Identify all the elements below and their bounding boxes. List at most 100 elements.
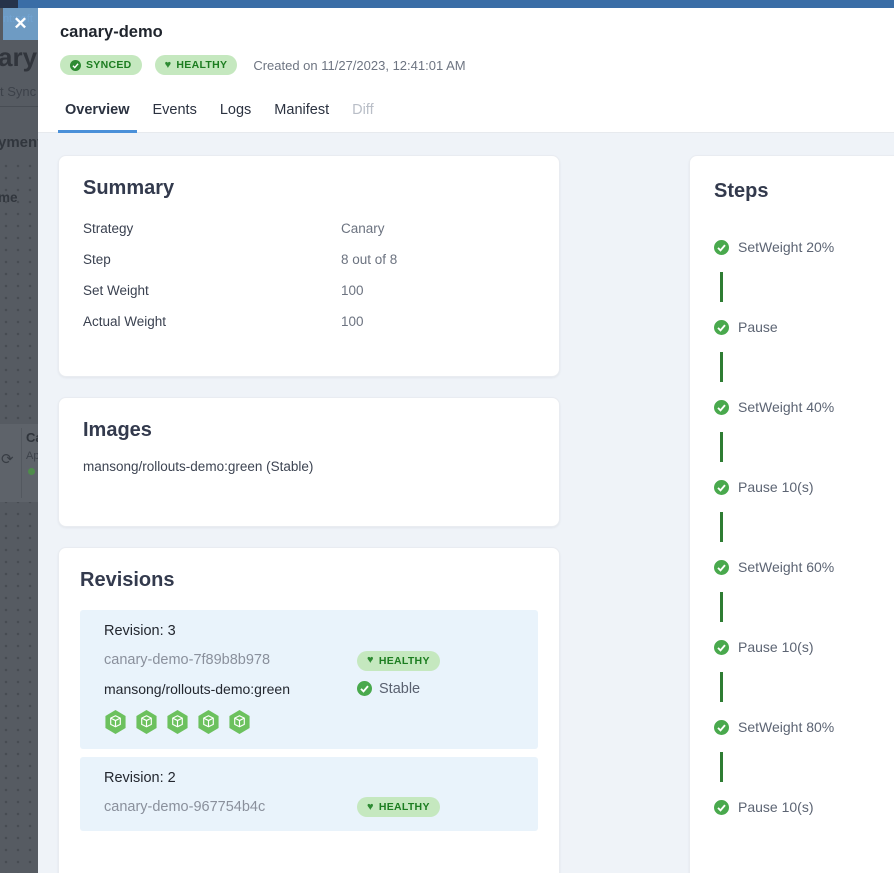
backdrop-card-sub-fragment: Ap (26, 450, 40, 462)
sync-arrows-icon: ⟳ (1, 451, 14, 468)
steps-card: Steps SetWeight 20% (689, 155, 894, 873)
tab[interactable]: Events (146, 96, 204, 132)
step-item: Pause (714, 317, 894, 382)
synced-badge-label: SYNCED (86, 59, 132, 71)
step-label: Pause 10(s) (738, 479, 814, 495)
stable-label: Stable (379, 680, 421, 697)
tab-label: Manifest (274, 102, 330, 118)
summary-rows: Strategy Canary Step 8 out of 8 Set Weig… (83, 213, 535, 337)
summary-row-label: Set Weight (83, 283, 149, 298)
revision-details: canary-demo-7f89b8b978 ♥ HEALTHY mansong… (104, 650, 514, 697)
pod-icon[interactable] (228, 709, 251, 735)
step-row: SetWeight 40% (714, 397, 894, 417)
revision-list: Revision: 3 canary-demo-7f89b8b978 ♥ HEA… (80, 610, 538, 831)
healthy-badge: ♥ HEALTHY (357, 797, 440, 817)
heart-icon: ♥ (367, 800, 374, 813)
step-label: SetWeight 40% (738, 399, 835, 415)
backdrop-sync-text-fragment: t Sync (0, 84, 37, 99)
overview-content: Summary Strategy Canary Step 8 out of 8 (38, 133, 894, 873)
tab[interactable]: Logs (213, 96, 258, 132)
step-success-icon (714, 559, 729, 575)
revision-details: canary-demo-967754b4c ♥ HEALTHY (104, 797, 514, 817)
step-label: Pause 10(s) (738, 639, 814, 655)
tab[interactable]: Diff (345, 96, 381, 132)
tab-bar: Overview Events Logs Manifest Diff (38, 96, 894, 133)
summary-row-value: Canary (341, 221, 385, 236)
top-bar-dimmed-segment (0, 0, 18, 8)
step-connector (720, 272, 723, 302)
replicaset-name: canary-demo-7f89b8b978 (104, 652, 271, 669)
pod-icon[interactable] (135, 709, 158, 735)
step-label: SetWeight 20% (738, 239, 835, 255)
images-card: Images mansong/rollouts-demo:green (Stab… (58, 397, 560, 527)
pod-icon[interactable] (197, 709, 220, 735)
tab-label: Diff (352, 102, 374, 118)
summary-title: Summary (83, 177, 175, 199)
created-timestamp: Created on 11/27/2023, 12:41:01 AM (253, 57, 466, 73)
step-success-icon (714, 799, 729, 815)
summary-row-value: 8 out of 8 (341, 252, 398, 267)
tab[interactable]: Manifest (267, 96, 336, 132)
revision-health: ♥ HEALTHY (357, 650, 514, 671)
synced-badge: SYNCED (60, 55, 142, 75)
step-connector (720, 592, 723, 622)
step-row: SetWeight 20% (714, 237, 894, 257)
summary-card: Summary Strategy Canary Step 8 out of 8 (58, 155, 560, 377)
step-success-icon (714, 479, 729, 495)
images-title: Images (83, 419, 152, 441)
pod-icon[interactable] (166, 709, 189, 735)
healthy-badge-label: HEALTHY (176, 59, 228, 71)
step-connector (720, 512, 723, 542)
step-item: Pause 10(s) (714, 797, 894, 817)
step-success-icon (714, 719, 729, 735)
backdrop-deployment-text-fragment: yment (0, 134, 43, 151)
heart-icon: ♥ (367, 654, 374, 666)
pod-icons (104, 709, 514, 735)
step-success-icon (714, 399, 729, 415)
revision-block: Revision: 3 canary-demo-7f89b8b978 ♥ HEA… (80, 610, 538, 749)
healthy-badge-label: HEALTHY (378, 654, 430, 667)
summary-row-label: Step (83, 252, 111, 267)
summary-row-label: Actual Weight (83, 314, 167, 329)
revisions-title: Revisions (80, 569, 175, 591)
close-button[interactable]: ✕ (3, 8, 38, 40)
replicaset-name: canary-demo-967754b4c (104, 798, 266, 815)
revision-block: Revision: 2 canary-demo-967754b4c ♥ HEAL… (80, 756, 538, 831)
backdrop-name-column-fragment: me (0, 190, 18, 205)
step-row: SetWeight 60% (714, 557, 894, 577)
step-label: Pause 10(s) (738, 799, 814, 815)
heart-icon: ♥ (164, 58, 172, 71)
step-row: Pause (714, 317, 894, 337)
tab[interactable]: Overview (58, 96, 137, 133)
tab-label: Events (152, 102, 197, 118)
tab-label: Logs (219, 102, 252, 118)
pod-icon[interactable] (104, 709, 127, 735)
rollout-title: canary-demo (60, 23, 163, 41)
revision-image: mansong/rollouts-demo:green (104, 680, 290, 697)
stable-status: Stable (357, 681, 514, 697)
image-list: mansong/rollouts-demo:green (Stable) (83, 459, 535, 474)
summary-row-value: 100 (341, 283, 364, 298)
healthy-badge: ♥ HEALTHY (357, 650, 440, 671)
image-item: mansong/rollouts-demo:green (Stable) (83, 459, 314, 474)
step-item: SetWeight 40% (714, 397, 894, 462)
backdrop-card-fragment: ⟳ Ca Ap (0, 424, 43, 502)
step-label: SetWeight 80% (738, 719, 835, 735)
panel-header: canary-demo SYNCED ♥ HEALTHY Created on … (38, 8, 894, 75)
step-success-icon (714, 319, 729, 335)
summary-row: Set Weight 100 (83, 275, 535, 306)
healthy-badge-label: HEALTHY (378, 801, 430, 813)
summary-row: Step 8 out of 8 (83, 244, 535, 275)
step-connector (720, 352, 723, 382)
healthy-badge: ♥ HEALTHY (154, 55, 238, 75)
step-label: SetWeight 60% (738, 559, 835, 575)
step-connector (720, 672, 723, 702)
revision-title: Revision: 3 (104, 623, 176, 639)
check-circle-icon (70, 59, 81, 71)
backdrop-divider (0, 106, 38, 107)
step-list: SetWeight 20% Pause (714, 237, 894, 817)
steps-title: Steps (714, 180, 769, 202)
summary-row-label: Strategy (83, 221, 134, 236)
step-row: Pause 10(s) (714, 477, 894, 497)
